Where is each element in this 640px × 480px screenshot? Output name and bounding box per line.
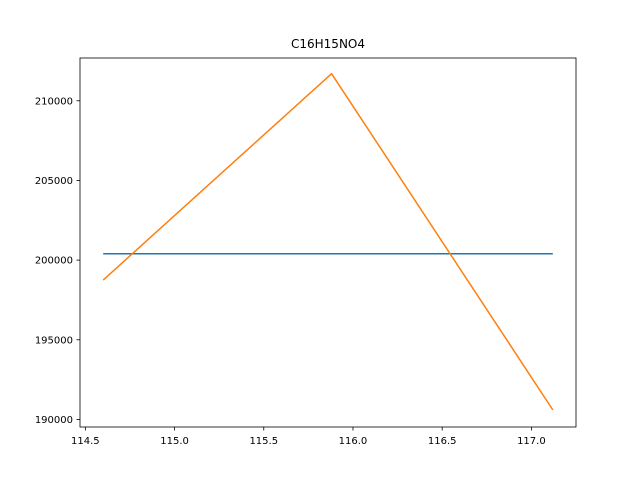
x-tick-label: 114.5 <box>71 436 100 447</box>
x-tick-label: 116.5 <box>428 436 457 447</box>
y-tick-label: 195000 <box>35 335 73 346</box>
chart-title: C16H15NO4 <box>291 37 365 51</box>
y-tick-label: 190000 <box>35 415 73 426</box>
x-axis: 114.5 115.0 115.5 116.0 116.5 117.0 <box>71 427 546 447</box>
y-tick-label: 200000 <box>35 256 73 267</box>
plot-frame <box>79 57 577 428</box>
x-tick-label: 115.0 <box>160 436 189 447</box>
y-axis: 190000 195000 200000 205000 210000 <box>35 96 80 426</box>
y-tick-label: 205000 <box>35 176 73 187</box>
x-tick-label: 116.0 <box>339 436 368 447</box>
series-line-2 <box>102 72 554 411</box>
series-layer <box>102 72 554 411</box>
x-tick-label: 115.5 <box>249 436 278 447</box>
y-tick-label: 210000 <box>35 96 73 107</box>
x-tick-label: 117.0 <box>517 436 546 447</box>
